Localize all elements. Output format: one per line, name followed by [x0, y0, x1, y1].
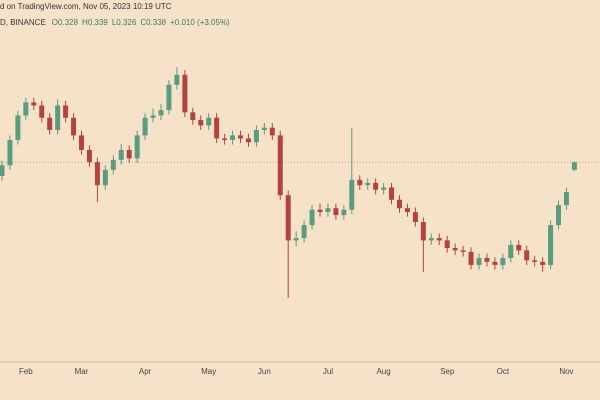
candle-body: [349, 179, 355, 210]
candle-body: [293, 238, 299, 241]
candle-body: [158, 110, 164, 116]
x-tick-label: Feb: [19, 367, 33, 376]
candle-body: [397, 199, 402, 209]
candle-body: [301, 225, 307, 239]
candle-body: [118, 149, 124, 160]
candle-body: [484, 258, 490, 262]
x-tick-label: Oct: [497, 367, 510, 376]
candle-body: [214, 117, 220, 139]
candle-body: [31, 102, 37, 106]
candle-body: [261, 127, 267, 130]
candle-body: [166, 84, 172, 111]
candle-body: [190, 112, 196, 121]
candle-body: [460, 250, 466, 252]
candle-body: [253, 130, 259, 143]
candle-body: [238, 135, 243, 139]
candle-body: [381, 187, 387, 190]
candle-body: [516, 245, 522, 251]
candle-body: [452, 248, 458, 251]
candle-body: [277, 135, 283, 196]
candle-body: [7, 139, 13, 166]
candle-body: [230, 135, 236, 140]
candle-body: [94, 162, 100, 186]
candle-body: [341, 209, 347, 216]
candle-body: [556, 205, 561, 226]
candle-body: [476, 258, 482, 265]
candle-body: [532, 260, 538, 262]
candle-body: [142, 117, 148, 136]
candle-body: [15, 115, 21, 140]
x-tick-label: Sep: [440, 367, 455, 376]
candle-body: [548, 225, 554, 265]
candle-body: [365, 182, 371, 186]
quote-value: O0.328: [52, 18, 79, 27]
candle-body: [39, 105, 45, 118]
candle-body: [269, 127, 275, 136]
candle-body: [468, 251, 474, 265]
quote-value: H0.339: [82, 18, 108, 27]
x-tick-label: Jul: [323, 367, 333, 376]
x-tick-label: Mar: [75, 367, 89, 376]
candle-body: [102, 169, 108, 186]
candle-body: [412, 212, 418, 222]
candle-body: [47, 117, 53, 130]
candle-body: [63, 105, 69, 118]
candle-body: [524, 250, 530, 261]
candle-body: [55, 105, 61, 130]
candle-body: [563, 192, 569, 206]
candle-body: [309, 209, 315, 226]
x-tick-label: Aug: [376, 367, 390, 376]
candle-body: [285, 195, 291, 241]
candle-body: [571, 162, 577, 170]
candle-body: [420, 222, 426, 241]
candle-body: [222, 138, 228, 140]
x-tick-label: May: [201, 367, 216, 376]
candle-body: [126, 149, 132, 159]
header-title: d on TradingView.com, Nov 05, 2023 10:19…: [0, 2, 172, 11]
candle-body: [198, 120, 204, 126]
candle-body: [245, 138, 251, 143]
candle-body: [540, 261, 546, 265]
candle-body: [150, 115, 156, 118]
candle-body: [134, 135, 140, 159]
candle-body: [0, 165, 5, 176]
candle-body: [317, 209, 323, 213]
candle-body: [492, 261, 498, 265]
candle-body: [444, 240, 450, 249]
candle-body: [357, 179, 363, 186]
candle-body: [436, 238, 442, 241]
quote-value: +0.010 (+3.05%): [170, 18, 230, 27]
candle-body: [373, 182, 379, 190]
x-tick-label: Nov: [559, 367, 573, 376]
candle-body: [333, 208, 339, 216]
candle-body: [404, 208, 410, 213]
candle-body: [182, 74, 188, 113]
candle-body: [86, 149, 92, 163]
candle-body: [23, 102, 29, 116]
candle-body: [325, 208, 331, 213]
candle-body: [174, 74, 180, 85]
candle-body: [71, 117, 77, 136]
candle-body: [389, 187, 395, 200]
quote-value: C0.338: [140, 18, 166, 27]
candle-body: [428, 238, 434, 241]
symbol: D, BINANCE: [0, 18, 46, 27]
candle-body: [500, 258, 506, 265]
x-tick-label: Apr: [139, 367, 152, 376]
candle-body: [508, 245, 514, 259]
candle-body: [110, 159, 116, 170]
x-tick-label: Jun: [258, 367, 271, 376]
quote-value: L0.326: [112, 18, 137, 27]
candle-body: [79, 135, 84, 150]
candle-body: [206, 117, 212, 126]
